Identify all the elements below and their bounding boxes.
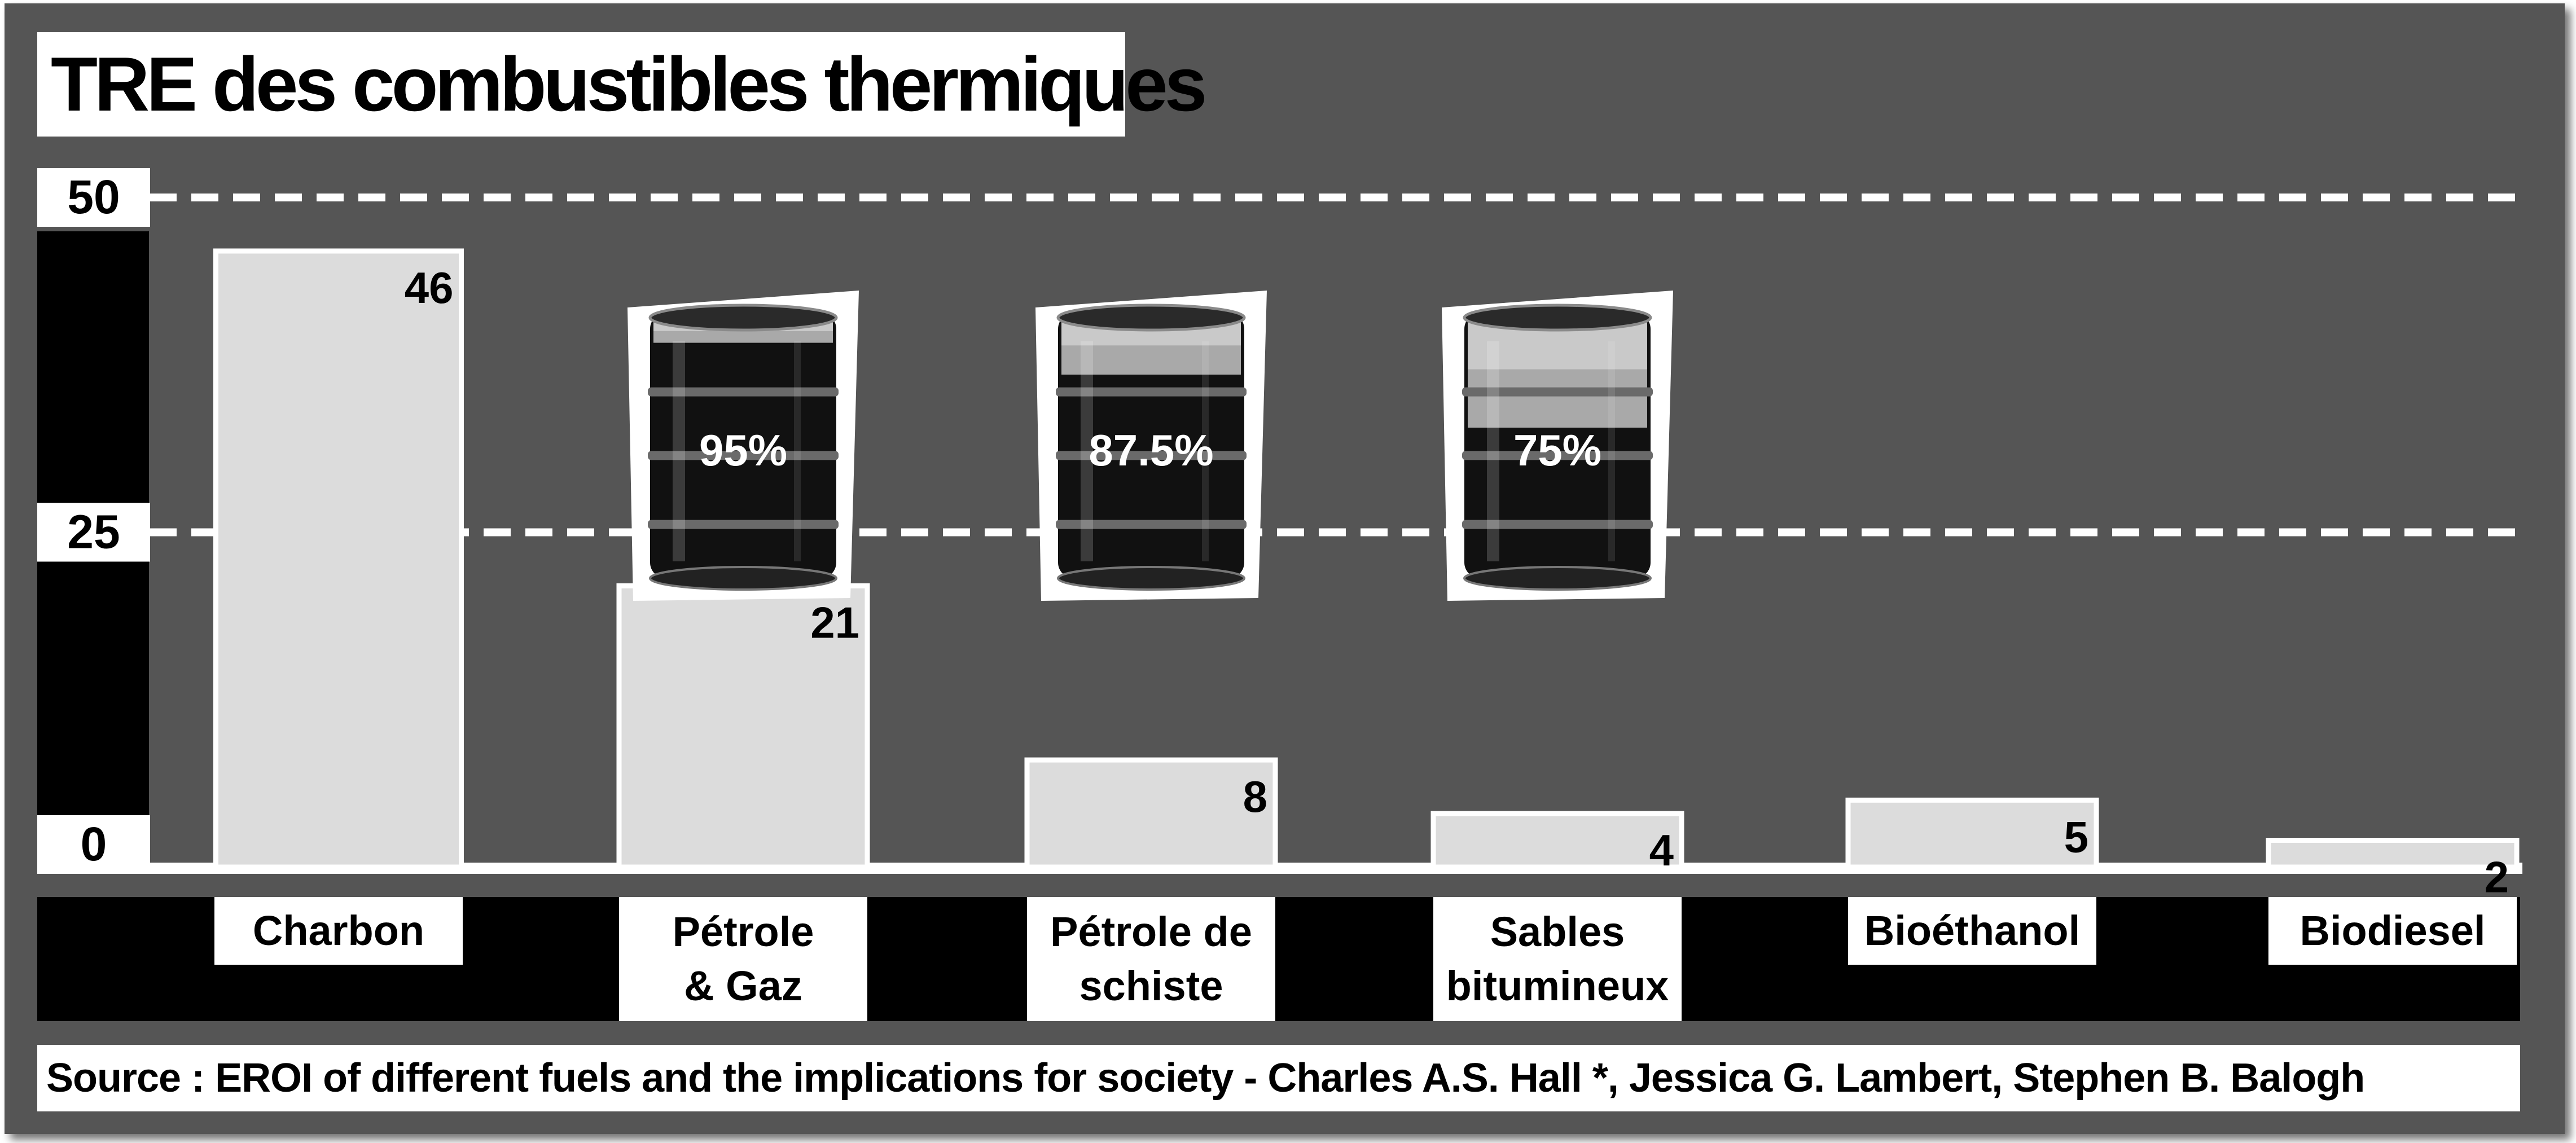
category-label-line: Biodiesel: [2299, 907, 2486, 954]
barrel-percentage-label: 75%: [1513, 425, 1601, 475]
source-box: Source : EROI of different fuels and the…: [37, 1045, 2520, 1111]
y-tick-label: 50: [67, 170, 120, 223]
category-label: Biodiesel: [2268, 897, 2517, 965]
y-tick-box: [37, 168, 150, 227]
bar-value-label: 46: [405, 263, 454, 313]
barrel-percentage-label: 95%: [699, 425, 787, 475]
baseline: [150, 863, 2522, 874]
bar-value-label: 8: [1243, 772, 1267, 821]
y-tick-label: 25: [67, 505, 120, 559]
bar: [213, 248, 464, 870]
category-label-line: Sables: [1490, 908, 1625, 955]
y-tick-label: 0: [81, 817, 107, 871]
bar: [616, 583, 870, 870]
category-label-line: & Gaz: [684, 962, 802, 1009]
category-label: Pétrole & Gaz: [619, 897, 867, 1021]
source-citation: Source : EROI of different fuels and the…: [46, 1056, 2365, 1101]
bar-value-label: 21: [810, 597, 859, 647]
category-label-line: schiste: [1079, 962, 1223, 1009]
category-label-line: Charbon: [252, 907, 425, 954]
y-tick-box: [37, 815, 150, 874]
bar-value-label: 5: [2064, 812, 2088, 861]
bar: [2266, 838, 2520, 870]
bar: [1024, 757, 1278, 870]
barrel-percentage-label: 87.5%: [1089, 425, 1213, 475]
category-label-line: Pétrole: [672, 908, 814, 955]
category-label-line: bitumineux: [1446, 962, 1669, 1009]
bar: [1430, 811, 1684, 870]
bar-value-label: 2: [2485, 852, 2509, 902]
chart-title: TRE des combustibles thermiques: [51, 41, 1207, 127]
category-label: Bioéthanol: [1848, 897, 2096, 965]
bar: [1845, 797, 2099, 870]
title-box: TRE des combustibles thermiques: [37, 32, 1207, 137]
category-label: Sables bitumineux: [1433, 897, 1682, 1021]
oil-barrel-icon: [1442, 291, 1673, 601]
y-tick-box: [37, 503, 150, 562]
category-label-line: Pétrole de: [1050, 908, 1252, 955]
oil-barrel-icon: [627, 291, 859, 601]
category-label: Charbon: [214, 897, 463, 965]
oil-barrel-icon: [1035, 291, 1267, 601]
category-label-line: Bioéthanol: [1864, 907, 2081, 954]
bar-value-label: 4: [1649, 825, 1674, 875]
category-label: Pétrole de schiste: [1027, 897, 1275, 1021]
